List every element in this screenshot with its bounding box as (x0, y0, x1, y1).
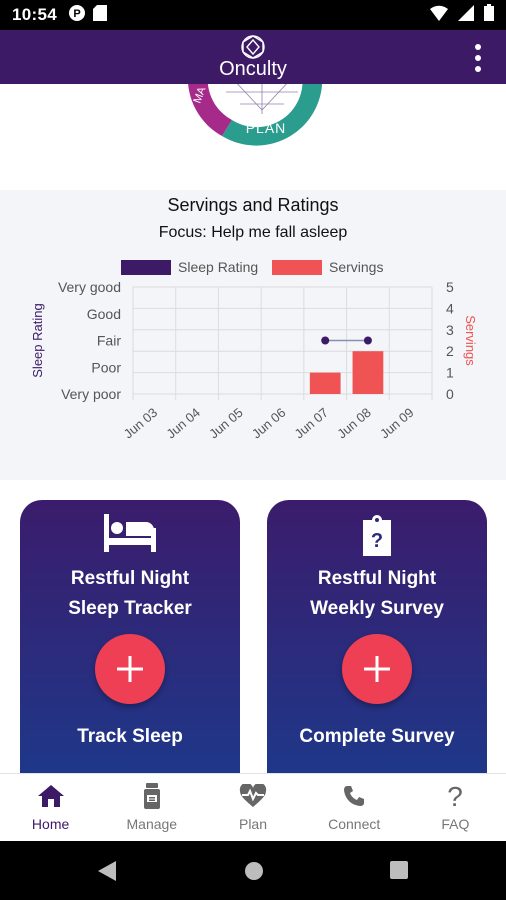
y2-tick-label: 3 (446, 322, 454, 338)
sleep-tracker-card[interactable]: Restful Night Sleep Tracker Track Sleep (20, 500, 240, 773)
home-button-icon[interactable] (244, 861, 264, 886)
bottle-icon (143, 782, 161, 810)
phone-icon (342, 782, 366, 810)
x-tick-label: Jun 07 (292, 405, 332, 442)
y-axis-title: Sleep Rating (30, 303, 45, 377)
weekly-survey-card[interactable]: ? Restful Night Weekly Survey Complete S… (267, 500, 487, 773)
chart-canvas: Sleep Rating Servings Very poor Poor Fair Goo… (30, 259, 478, 442)
wifi-icon (430, 5, 448, 26)
y-tick-label: Very poor (61, 386, 121, 402)
svg-text:?: ? (448, 782, 464, 810)
more-vert-icon[interactable] (466, 42, 490, 74)
track-sleep-add-button[interactable] (95, 634, 165, 704)
legend-swatch-sleep-rating (121, 260, 171, 275)
y2-axis-title: Servings (463, 315, 478, 366)
app-logo-text: Onculty (219, 58, 287, 80)
sleep-rating-point (321, 336, 330, 345)
back-icon[interactable] (98, 861, 116, 886)
bottom-nav: Home Manage Plan Connect (0, 773, 506, 841)
x-tick-label: Jun 06 (249, 405, 289, 442)
sleep-rating-point (363, 336, 372, 345)
clipboard-question-icon: ? (267, 514, 487, 556)
chart-subtitle: Focus: Help me fall asleep (158, 224, 348, 241)
nav-plan-label: Plan (238, 816, 268, 832)
x-tick-label: Jun 04 (163, 405, 203, 442)
nav-home[interactable]: Home (0, 774, 101, 841)
legend-label-servings: Servings (329, 259, 383, 275)
cards-row: Restful Night Sleep Tracker Track Sleep … (0, 480, 506, 773)
nav-home-label: Home (31, 816, 70, 832)
sd-card-icon (92, 4, 107, 26)
wheel-segment-plan (222, 84, 323, 146)
plus-icon (364, 656, 390, 682)
status-system-icons (430, 4, 494, 26)
logo-icon (236, 33, 270, 66)
status-time: 10:54 (12, 5, 57, 24)
manage-label: MA (192, 85, 209, 105)
track-sleep-label: Track Sleep (77, 726, 183, 747)
y2-tick-label: 4 (446, 300, 454, 316)
y2-tick-label: 1 (446, 365, 454, 381)
plan-label: PLAN (246, 120, 287, 136)
y-tick-label: Very good (58, 279, 121, 295)
bed-icon (20, 514, 240, 552)
nav-faq[interactable]: ? FAQ (405, 774, 506, 841)
card-title: Restful Night Weekly Survey (267, 564, 487, 624)
signal-icon (458, 4, 474, 26)
y-tick-label: Poor (91, 359, 121, 375)
complete-survey-add-button[interactable] (342, 634, 412, 704)
system-nav-bar (0, 841, 506, 900)
x-tick-label: Jun 03 (121, 405, 161, 442)
status-bar: 10:54 P (0, 0, 506, 30)
card-title: Restful Night Sleep Tracker (20, 564, 240, 624)
servings-bar (309, 372, 341, 394)
y-tick-label: Fair (97, 333, 121, 349)
legend-swatch-servings (272, 260, 322, 275)
y2-tick-label: 0 (446, 386, 454, 402)
plus-icon (117, 656, 143, 682)
svg-text:?: ? (371, 530, 383, 552)
nav-faq-label: FAQ (441, 816, 470, 832)
servings-bar (352, 351, 384, 394)
battery-icon (484, 4, 494, 26)
nav-manage-label: Manage (126, 816, 178, 832)
servings-ratings-chart: Servings and Ratings Focus: Help me fall… (0, 190, 506, 480)
x-tick-label: Jun 08 (334, 405, 374, 442)
nav-manage[interactable]: Manage (101, 774, 202, 841)
parking-notification-icon: P (68, 4, 85, 26)
hero-plan-wheel: PLAN MA (0, 84, 506, 190)
y-tick-label: Good (87, 306, 121, 322)
card-title-line1: Restful Night (70, 568, 190, 589)
card-title-line1: Restful Night (317, 568, 437, 589)
nav-plan[interactable]: Plan (202, 774, 303, 841)
heartbeat-icon (239, 782, 267, 810)
home-icon (37, 782, 65, 810)
app-bar: Onculty (0, 30, 506, 84)
wheel-segment-manage (188, 84, 232, 136)
recents-icon[interactable] (390, 861, 408, 884)
nav-connect-label: Connect (328, 816, 381, 832)
complete-survey-label: Complete Survey (299, 726, 455, 747)
y2-tick-label: 2 (446, 343, 454, 359)
legend-label-sleep-rating: Sleep Rating (178, 259, 258, 275)
card-title-line2: Weekly Survey (310, 598, 444, 619)
y2-tick-label: 5 (446, 279, 454, 295)
status-notification-icons: P (68, 4, 107, 26)
x-tick-label: Jun 09 (377, 405, 417, 442)
nav-connect[interactable]: Connect (304, 774, 405, 841)
card-title-line2: Sleep Tracker (68, 598, 192, 619)
svg-text:P: P (73, 8, 80, 20)
x-tick-label: Jun 05 (206, 405, 246, 442)
chart-title: Servings and Ratings (167, 195, 339, 215)
question-icon: ? (445, 782, 465, 810)
